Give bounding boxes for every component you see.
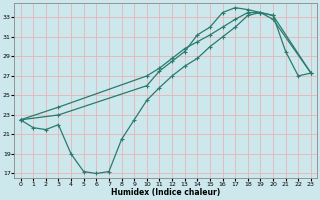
X-axis label: Humidex (Indice chaleur): Humidex (Indice chaleur): [111, 188, 220, 197]
